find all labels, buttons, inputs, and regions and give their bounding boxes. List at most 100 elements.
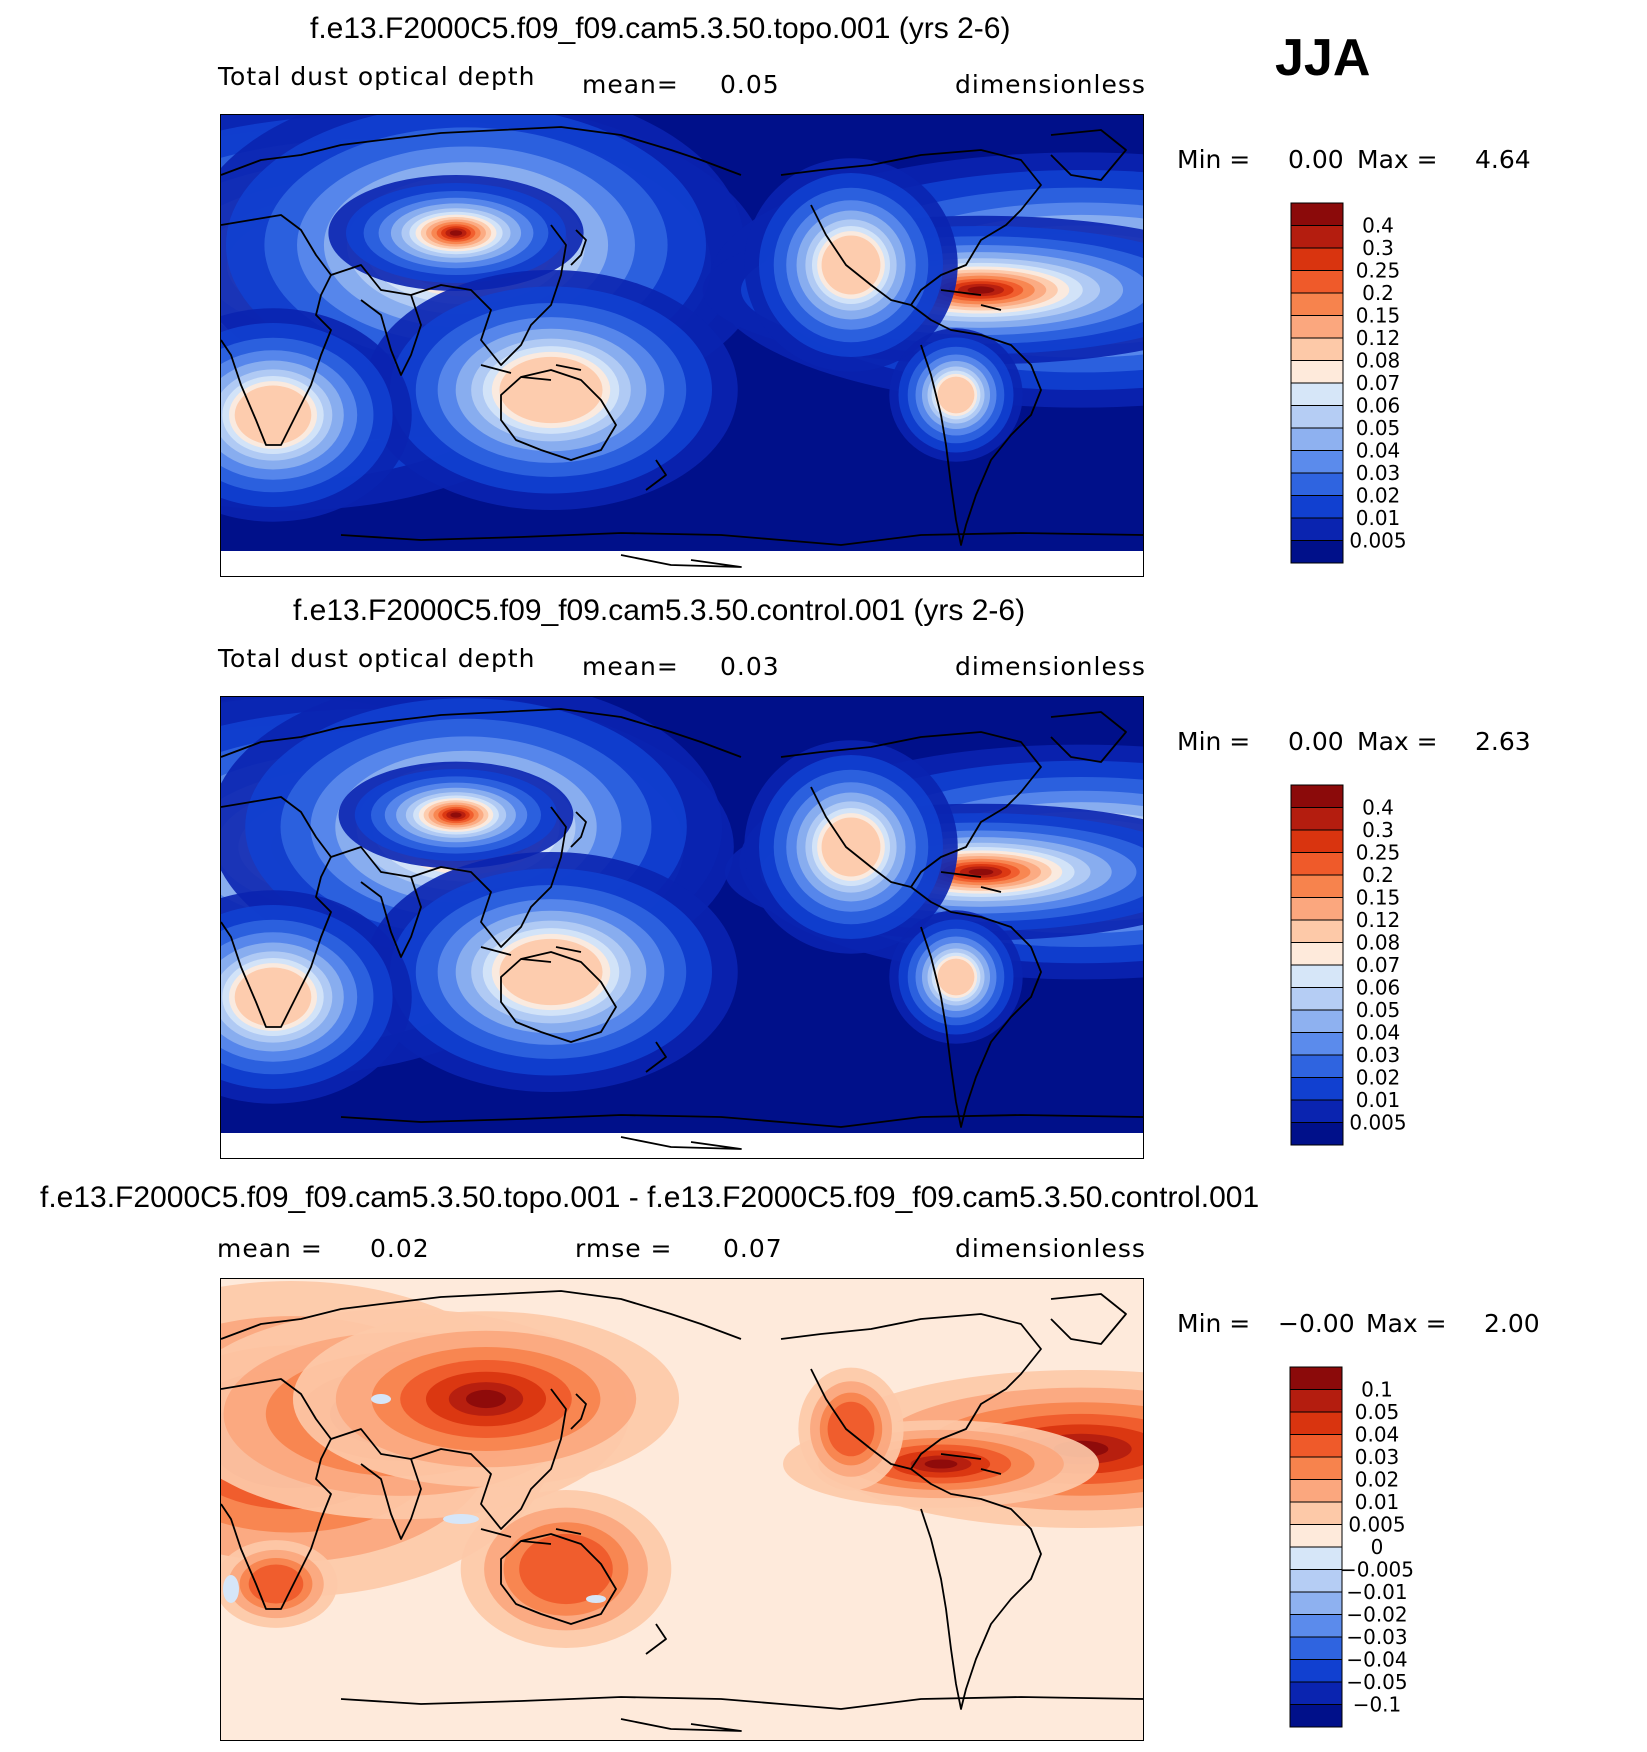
- panel-3-mean-label: mean =: [217, 1234, 323, 1263]
- panel-2-max-label: Max =: [1357, 727, 1438, 756]
- colorbar-swatch: [1289, 1546, 1343, 1570]
- panel-2-mean-value: 0.03: [720, 652, 780, 681]
- colorbar-tick-label: 0.04: [1355, 1423, 1400, 1447]
- colorbar-swatch: [1290, 964, 1344, 988]
- colorbar-tick-label: 0.2: [1362, 281, 1394, 305]
- panel-1-min-value: 0.00: [1288, 145, 1344, 174]
- colorbar-tick-label: 0.12: [1356, 908, 1401, 932]
- colorbar-tick-label: 0.01: [1356, 506, 1401, 530]
- colorbar-swatch: [1290, 202, 1344, 226]
- colorbar-swatch: [1290, 829, 1344, 853]
- colorbar-tick-label: 0.02: [1356, 484, 1401, 508]
- colorbar-swatch: [1290, 472, 1344, 496]
- colorbar-swatch: [1290, 315, 1344, 339]
- colorbar-swatch: [1290, 292, 1344, 316]
- colorbar-tick-label: 0.07: [1356, 953, 1401, 977]
- colorbar-swatch: [1290, 360, 1344, 384]
- colorbar-swatch: [1290, 517, 1344, 541]
- colorbar-swatch: [1290, 919, 1344, 943]
- panel-1-mean-value: 0.05: [720, 70, 780, 99]
- colorbar-tick-label: 0.05: [1355, 1400, 1400, 1424]
- panel-3-max-label: Max =: [1366, 1309, 1447, 1338]
- panel-2-max-value: 2.63: [1475, 727, 1531, 756]
- colorbar-swatch: [1289, 1636, 1343, 1660]
- panel-3-mean-value: 0.02: [370, 1234, 430, 1263]
- colorbar-tick-label: −0.1: [1353, 1693, 1402, 1717]
- colorbar-swatch: [1289, 1366, 1343, 1390]
- panel-1-title: f.e13.F2000C5.f09_f09.cam5.3.50.topo.001…: [310, 12, 1011, 45]
- colorbar-tick-label: 0.08: [1356, 349, 1401, 373]
- colorbar-swatch: [1290, 540, 1344, 564]
- colorbar-tick-label: −0.02: [1346, 1603, 1407, 1627]
- colorbar-tick-label: 0.3: [1362, 236, 1394, 260]
- colorbar-tick-label: 0.4: [1362, 214, 1394, 238]
- panel-1-max-label: Max =: [1357, 145, 1438, 174]
- colorbar-swatch: [1290, 852, 1344, 876]
- colorbar-tick-label: 0.03: [1356, 461, 1401, 485]
- colorbar-swatch: [1289, 1681, 1343, 1705]
- panel-2-units: dimensionless: [955, 652, 1146, 681]
- colorbar-swatch: [1290, 450, 1344, 474]
- panel-2-map: [220, 696, 1144, 1159]
- season-label: JJA: [1275, 29, 1371, 87]
- panel-3-rmse-value: 0.07: [723, 1234, 783, 1263]
- panel-2-colorbar: 0.4 0.3 0.25 0.2 0.15 0.12 0.08 0.07 0.06 0.05 0.0…: [1290, 784, 1431, 1150]
- colorbar-tick-label: 0.2: [1362, 863, 1394, 887]
- colorbar-tick-label: 0.04: [1356, 1021, 1401, 1045]
- panel-2-variable: Total dust optical depth: [218, 644, 536, 673]
- colorbar-tick-label: 0.02: [1355, 1468, 1400, 1492]
- colorbar-tick-label: 0.01: [1355, 1490, 1400, 1514]
- colorbar-tick-label: 0.005: [1349, 529, 1406, 553]
- panel-3-rmse-label: rmse =: [575, 1234, 673, 1263]
- panel-3-map: [220, 1278, 1144, 1741]
- panel-3-colorbar: 0.1 0.05 0.04 0.03 0.02 0.01 0.005 0 −0.005 −0.01…: [1284, 1366, 1444, 1732]
- colorbar-swatch: [1290, 270, 1344, 294]
- colorbar-swatch: [1290, 495, 1344, 519]
- colorbar-swatch: [1290, 225, 1344, 249]
- panel-3-title: f.e13.F2000C5.f09_f09.cam5.3.50.topo.001…: [40, 1181, 1260, 1214]
- colorbar-tick-label: 0.08: [1356, 931, 1401, 955]
- panel-2-mean-label: mean=: [582, 652, 679, 681]
- colorbar-swatch: [1290, 987, 1344, 1011]
- colorbar-tick-label: −0.03: [1346, 1625, 1407, 1649]
- colorbar-swatch: [1289, 1659, 1343, 1683]
- colorbar-tick-label: −0.05: [1346, 1670, 1407, 1694]
- colorbar-swatch: [1290, 1009, 1344, 1033]
- colorbar-tick-label: 0.25: [1356, 259, 1401, 283]
- colorbar-swatch: [1289, 1614, 1343, 1638]
- colorbar-swatch: [1290, 897, 1344, 921]
- colorbar-tick-label: 0.06: [1356, 394, 1401, 418]
- colorbar-tick-label: 0.1: [1361, 1378, 1393, 1402]
- colorbar-swatch: [1290, 1054, 1344, 1078]
- colorbar-swatch: [1289, 1501, 1343, 1525]
- colorbar-swatch: [1289, 1434, 1343, 1458]
- colorbar-tick-label: 0.12: [1356, 326, 1401, 350]
- colorbar-swatch: [1290, 784, 1344, 808]
- colorbar-swatch: [1290, 427, 1344, 451]
- colorbar-tick-label: 0.15: [1356, 304, 1401, 328]
- colorbar-swatch: [1289, 1479, 1343, 1503]
- panel-2-title: f.e13.F2000C5.f09_f09.cam5.3.50.control.…: [293, 594, 1026, 627]
- colorbar-swatch: [1290, 1032, 1344, 1056]
- panel-2-min-label: Min =: [1177, 727, 1251, 756]
- colorbar-swatch: [1290, 1077, 1344, 1101]
- colorbar-tick-label: 0.4: [1362, 796, 1394, 820]
- panel-3-min-value: −0.00: [1278, 1309, 1355, 1338]
- panel-3-min-label: Min =: [1177, 1309, 1251, 1338]
- colorbar-swatch: [1290, 874, 1344, 898]
- colorbar-swatch: [1290, 942, 1344, 966]
- colorbar-swatch: [1290, 807, 1344, 831]
- colorbar-tick-label: 0.05: [1356, 416, 1401, 440]
- colorbar-tick-label: 0: [1371, 1535, 1384, 1559]
- colorbar-swatch: [1290, 405, 1344, 429]
- panel-1-max-value: 4.64: [1475, 145, 1531, 174]
- colorbar-tick-label: −0.04: [1346, 1648, 1407, 1672]
- panel-1-units: dimensionless: [955, 70, 1146, 99]
- colorbar-tick-label: 0.15: [1356, 886, 1401, 910]
- colorbar-tick-label: 0.06: [1356, 976, 1401, 1000]
- colorbar-tick-label: 0.25: [1356, 841, 1401, 865]
- panel-1-mean-label: mean=: [582, 70, 679, 99]
- colorbar-tick-label: 0.04: [1356, 439, 1401, 463]
- colorbar-tick-label: 0.03: [1356, 1043, 1401, 1067]
- colorbar-swatch: [1290, 247, 1344, 271]
